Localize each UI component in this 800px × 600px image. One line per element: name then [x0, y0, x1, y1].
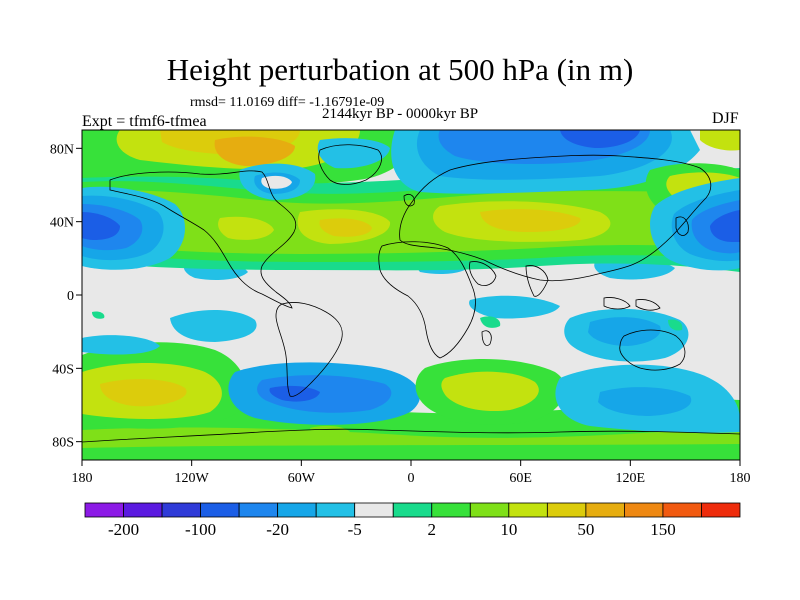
y-axis-ticks: 80N 40N 0 40S 80S: [50, 142, 82, 451]
coastline-north-america: [109, 170, 297, 309]
colorbar-swatch: [662, 502, 702, 518]
colorbar-swatch: [508, 502, 548, 518]
coastline-south-america: [275, 302, 343, 397]
colorbar-swatch: [238, 502, 279, 518]
x-tick-label: 120W: [175, 471, 210, 486]
contour-indian-tropical-blue: [469, 295, 560, 319]
x-tick-label: 0: [408, 471, 415, 486]
contour-eurasia-core: [480, 209, 581, 232]
contour-equatorial-green-1: [92, 311, 105, 319]
colorbar-swatch: [315, 502, 356, 518]
y-tick-label: 80S: [52, 436, 74, 451]
colorbar-label: -200: [108, 520, 139, 539]
time-period-label: 2144kyr BP - 0000kyr BP: [322, 106, 479, 122]
coastline-greenland: [318, 144, 382, 185]
contour-equatorial-green-3: [668, 319, 683, 331]
contour-drake-blue: [269, 385, 320, 402]
contour-siberia-dark: [560, 130, 640, 148]
coastline-uk: [403, 194, 415, 207]
colorbar-swatch: [431, 502, 471, 518]
coastline-africa: [378, 241, 476, 359]
colorbar: -200 -100 -20 -5 2 10 50 150: [84, 502, 741, 539]
colorbar-swatch: [392, 502, 433, 518]
colorbar-swatch: [469, 502, 510, 518]
coastline-indonesia: [603, 297, 661, 311]
contour-mid-south-pacific: [82, 335, 160, 355]
colorbar-swatch: [624, 502, 664, 518]
x-axis-ticks: 180 120W 60W 0 60E 120E 180: [72, 460, 751, 486]
colorbar-swatch: [200, 502, 240, 518]
colorbar-swatch: [546, 502, 587, 518]
season-label: DJF: [712, 110, 739, 127]
colorbar-swatch: [84, 502, 124, 518]
chart-subtitle: rmsd= 11.0169 diff= -1.16791e-09: [190, 95, 385, 110]
colorbar-label: -5: [348, 520, 362, 539]
contour-bering-yellow: [700, 130, 740, 151]
colorbar-label: -20: [266, 520, 289, 539]
colorbar-swatch: [354, 502, 394, 518]
colorbar-label: 10: [500, 520, 517, 539]
x-tick-label: 180: [72, 471, 93, 486]
x-tick-label: 180: [730, 471, 751, 486]
contour-north-america-yellow: [218, 216, 274, 240]
coastline-madagascar: [481, 330, 492, 346]
y-tick-label: 40S: [52, 362, 74, 377]
x-tick-label: 120E: [616, 471, 646, 486]
chart-title: Height perturbation at 500 hPa (in m): [166, 52, 634, 87]
x-tick-label: 60E: [509, 471, 532, 486]
contour-field: [82, 130, 740, 460]
coastline-eurasia: [399, 154, 712, 282]
contour-southern-ocean-deeper: [598, 387, 692, 416]
y-tick-label: 0: [67, 289, 74, 304]
coastline-antarctica: [82, 428, 740, 443]
contour-equatorial-green-2: [480, 316, 501, 328]
coastline-australia: [619, 329, 686, 371]
contour-australia-inner: [588, 317, 661, 346]
colorbar-label: 2: [428, 520, 437, 539]
colorbar-label: 150: [650, 520, 676, 539]
contour-south-pacific-core: [100, 379, 187, 407]
contour-nw-pacific-core: [710, 210, 740, 242]
contour-south-atlantic-deepblue: [257, 375, 392, 413]
coastlines: [82, 144, 740, 443]
contour-antarctic-green: [82, 444, 740, 460]
colorbar-swatch: [277, 502, 317, 518]
y-tick-label: 80N: [50, 142, 74, 157]
colorbar-label: -100: [185, 520, 216, 539]
coastline-japan: [675, 216, 689, 236]
y-tick-label: 40N: [50, 216, 74, 231]
contour-ne-pacific-core: [82, 212, 120, 240]
colorbar-swatch: [123, 502, 163, 518]
x-tick-label: 60W: [288, 471, 316, 486]
colorbar-swatch: [585, 502, 625, 518]
experiment-label: Expt = tfmf6-tfmea: [82, 113, 207, 130]
contour-south-atlantic-small-green: [310, 425, 350, 437]
contour-north-atlantic-core: [319, 218, 372, 237]
colorbar-swatch: [701, 502, 741, 518]
colorbar-swatch: [161, 502, 201, 518]
coastline-arabia: [469, 261, 497, 286]
colorbar-label: 50: [577, 520, 594, 539]
contour-south-america-blue: [170, 309, 257, 342]
contour-hudson-orange: [214, 136, 295, 166]
contour-south-indian-yellow: [441, 371, 539, 412]
coastline-india: [525, 265, 549, 297]
